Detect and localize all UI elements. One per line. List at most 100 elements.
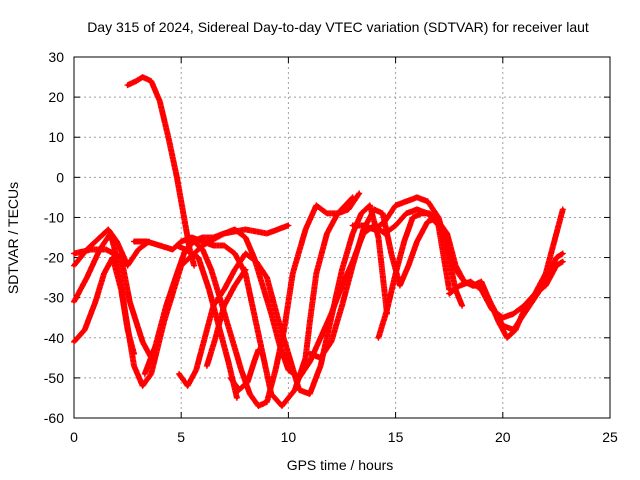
data-point [426,199,430,203]
data-point [319,336,323,340]
data-point [351,223,355,228]
data-point [394,272,398,276]
data-point [458,284,462,288]
data-point [351,264,355,268]
data-point [179,239,183,244]
data-point [72,340,76,344]
data-point [278,344,282,348]
data-point [261,284,265,288]
data-point [308,320,312,324]
data-point [175,243,179,248]
series-track-8 [176,202,390,397]
data-point [243,235,248,240]
data-point [265,400,269,404]
data-point [228,332,233,336]
data-point [514,328,518,332]
data-point [402,239,406,244]
data-point [269,312,273,316]
data-point [314,203,318,207]
data-point [394,223,398,228]
data-point [104,247,108,252]
y-tick-label: -60 [44,410,64,426]
data-point [145,239,149,244]
data-point [123,312,128,316]
x-tick-label: 0 [70,429,78,445]
y-axis-label: SDTVAR / TECUs [5,182,21,294]
y-tick-label: 20 [48,89,64,105]
series-track-16 [446,258,566,321]
data-point [329,340,333,344]
data-point [164,304,168,308]
x-tick-label: 15 [388,429,404,445]
y-tick-label: 10 [48,129,64,145]
data-point [415,239,419,244]
data-point [273,368,278,372]
x-tick-label: 25 [602,429,618,445]
data-point [522,304,526,308]
data-point [554,256,559,260]
data-point [280,404,284,408]
data-point [383,219,387,224]
data-point [293,388,297,392]
series-track-11 [203,266,249,369]
y-tick-label: -40 [44,330,64,346]
data-point [394,203,398,207]
grid [74,57,610,418]
data-point [398,284,402,288]
data-point [175,272,179,276]
data-point [447,292,451,296]
data-point [329,312,333,316]
data-point [222,243,226,248]
data-point [83,328,87,332]
data-point [554,231,559,236]
data-point [286,352,290,356]
data-point [340,304,344,308]
data-point [158,99,162,103]
data-point [126,264,130,268]
data-point [115,239,119,244]
data-point [304,227,308,232]
data-point [368,203,372,207]
data-point [261,352,265,356]
data-point [179,199,183,203]
data-point [85,276,89,280]
data-point [186,384,190,388]
x-tick-label: 20 [495,429,511,445]
data-point [460,304,464,308]
data-point [426,219,430,224]
data-point [171,247,175,252]
data-point [291,272,295,276]
data-point [406,264,411,268]
data-point [237,388,241,392]
data-point [213,336,218,340]
data-point [511,312,516,316]
data-point [415,195,419,199]
x-axis-label: GPS time / hours [287,457,394,473]
data-point [415,207,419,211]
data-point [544,284,548,288]
data-point [346,207,350,211]
data-point [222,231,226,236]
data-point [158,243,162,248]
data-point [372,227,376,232]
data-point [111,256,115,260]
data-point [361,223,365,228]
data-point [276,316,280,320]
data-point [351,231,355,236]
data-point [319,364,323,368]
data-point [243,268,248,272]
data-point [243,251,248,256]
data-point [256,348,260,352]
data-point [72,300,76,304]
data-point [436,219,441,224]
data-point [561,207,565,211]
data-point [404,211,408,215]
data-point [325,231,329,236]
data-point [132,239,136,244]
y-tick-label: 0 [56,169,64,185]
data-point [419,211,423,215]
data-point [256,404,260,408]
series-markers [176,202,390,397]
data-point [222,304,226,308]
data-point [496,320,501,324]
